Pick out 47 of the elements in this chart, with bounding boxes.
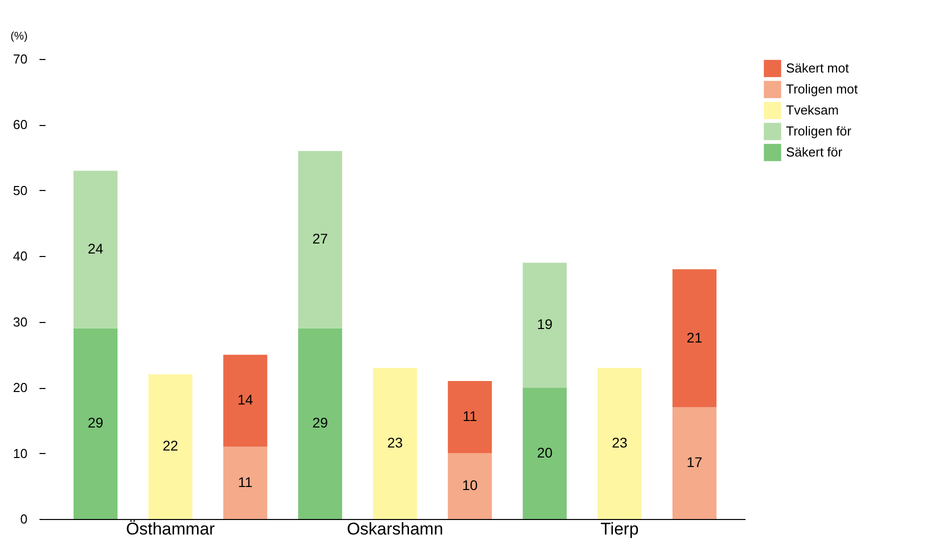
legend-label: Troligen mot [786, 82, 858, 96]
data-label: 14 [237, 392, 254, 408]
bar [448, 453, 492, 519]
bar [298, 328, 342, 519]
bar [148, 374, 192, 519]
legend-label: Säkert mot [786, 60, 850, 76]
legend-label: Troligen för [786, 124, 852, 138]
y-tick-label: 40 [13, 248, 28, 264]
bar [74, 170, 118, 328]
data-label: 21 [686, 329, 702, 346]
data-label: 29 [88, 414, 104, 431]
bar [74, 328, 118, 519]
data-label: 11 [462, 408, 478, 424]
data-label: 22 [162, 438, 178, 454]
data-label: 11 [238, 474, 253, 490]
bar [448, 381, 492, 454]
x-tick-label: Tierp [600, 520, 639, 538]
bar [223, 354, 268, 447]
y-tick-label: 70 [13, 52, 28, 66]
y-tick-label: 60 [13, 117, 28, 132]
y-tick-label: 30 [13, 314, 28, 330]
data-label: 19 [536, 316, 553, 332]
data-label: 23 [387, 434, 403, 450]
y-tick-label: 50 [13, 182, 28, 198]
y-tick-label: 0 [20, 512, 28, 526]
bar [223, 446, 268, 519]
data-label: 17 [686, 454, 702, 470]
bar [672, 269, 716, 408]
data-label: 24 [88, 240, 104, 257]
bar [672, 407, 716, 519]
legend-label: Tveksam [786, 102, 839, 118]
data-label: 27 [312, 230, 328, 247]
bar [373, 368, 417, 519]
data-label: 23 [612, 434, 628, 450]
x-tick-label: Östhammar [126, 520, 216, 538]
y-tick-label: 20 [13, 380, 28, 396]
bar [522, 262, 567, 388]
x-tick-label: Oskarshamn [346, 520, 444, 538]
data-label: 20 [536, 444, 553, 460]
bar [598, 368, 642, 519]
y-axis-title: (%) [10, 30, 28, 42]
data-label: 10 [462, 477, 478, 494]
legend-label: Säkert för [786, 144, 844, 160]
y-tick-label: 10 [13, 446, 28, 461]
bar [298, 151, 342, 328]
bar [522, 388, 567, 519]
data-label: 29 [312, 414, 328, 431]
